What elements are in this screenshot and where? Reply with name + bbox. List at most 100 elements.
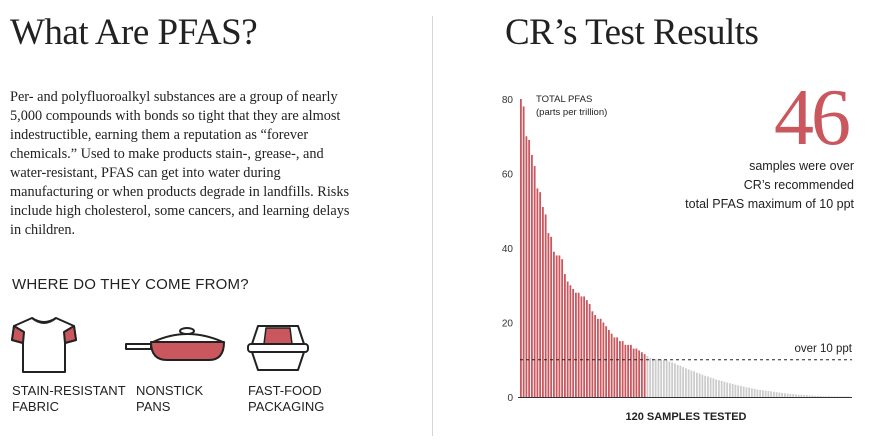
bar-under-threshold [808, 395, 811, 397]
bar-under-threshold [770, 391, 773, 397]
bar-over-threshold [577, 292, 580, 397]
bar-under-threshold [778, 392, 781, 397]
bar-under-threshold [775, 392, 778, 397]
bar-under-threshold [789, 394, 792, 397]
bar-under-threshold [795, 394, 797, 397]
bar-over-threshold [542, 207, 544, 397]
bar-over-threshold [561, 259, 564, 397]
bar-under-threshold [797, 394, 800, 397]
bar-over-threshold [591, 311, 594, 397]
food-container-icon [247, 325, 309, 371]
bar-under-threshold [786, 393, 789, 397]
bar-over-threshold [616, 337, 619, 397]
bar-under-threshold [665, 360, 668, 397]
bar-over-threshold [533, 166, 536, 397]
y-tick-label: 0 [507, 393, 513, 404]
bar-under-threshold [734, 384, 737, 397]
bar-over-threshold [564, 274, 566, 397]
bar-under-threshold [671, 362, 674, 397]
bar-under-threshold [707, 376, 709, 397]
bar-under-threshold [830, 396, 833, 397]
bar-over-threshold [635, 348, 638, 397]
bar-under-threshold [833, 396, 836, 397]
bar-over-threshold [638, 350, 641, 397]
bar-under-threshold [701, 374, 704, 397]
bar-under-threshold [657, 359, 660, 397]
bar-under-threshold [817, 395, 819, 397]
source-packaging: FAST-FOOD PACKAGING [248, 383, 324, 415]
bar-under-threshold [740, 385, 742, 397]
bar-under-threshold [825, 396, 828, 397]
bar-under-threshold [693, 371, 696, 397]
pan-icon [125, 327, 225, 361]
bar-under-threshold [698, 373, 701, 397]
bar-under-threshold [737, 385, 740, 397]
bar-over-threshold [594, 315, 597, 397]
source-packaging-line1: FAST-FOOD [248, 383, 322, 398]
bar-under-threshold [836, 396, 839, 397]
bar-over-threshold [586, 300, 588, 397]
bar-under-threshold [839, 396, 841, 397]
bar-under-threshold [704, 375, 707, 397]
bar-over-threshold [536, 188, 539, 397]
bar-under-threshold [764, 390, 767, 397]
bar-under-threshold [712, 378, 715, 398]
bar-under-threshold [715, 379, 718, 397]
callout-line-3: total PFAS maximum of 10 ppt [685, 197, 854, 211]
bar-under-threshold [822, 396, 825, 397]
callout-line-1: samples were over [749, 159, 854, 173]
bar-under-threshold [781, 392, 784, 397]
chart-title: TOTAL PFAS [536, 94, 592, 105]
bar-under-threshold [679, 365, 682, 397]
y-tick-label: 60 [502, 170, 514, 181]
bar-under-threshold [723, 381, 726, 397]
bar-under-threshold [819, 395, 822, 397]
bar-over-threshold [597, 318, 599, 397]
y-tick-label: 20 [502, 319, 514, 330]
bar-over-threshold [619, 341, 621, 398]
bar-over-threshold [569, 285, 572, 397]
tshirt-icon [11, 317, 77, 373]
bar-over-threshold [520, 99, 522, 397]
bar-under-threshold [748, 387, 751, 397]
threshold-label: over 10 ppt [794, 343, 852, 355]
bar-under-threshold [649, 357, 652, 397]
bar-under-threshold [690, 370, 693, 397]
bar-under-threshold [709, 377, 712, 397]
bar-under-threshold [660, 359, 663, 397]
bar-under-threshold [756, 389, 759, 397]
bar-under-threshold [844, 396, 847, 397]
bar-under-threshold [759, 389, 762, 397]
bar-under-threshold [674, 363, 676, 397]
panel-divider [432, 16, 433, 436]
bar-under-threshold [762, 390, 764, 397]
bar-under-threshold [720, 380, 723, 397]
callout-line-2: CR’s recommended [743, 178, 854, 192]
bar-under-threshold [654, 359, 657, 397]
bar-over-threshold [624, 344, 627, 397]
source-fabric-line1: STAIN-RESISTANT [12, 383, 126, 398]
bar-over-threshold [583, 296, 586, 397]
bar-over-threshold [643, 354, 646, 397]
bar-under-threshold [652, 358, 654, 397]
y-tick-label: 80 [502, 95, 514, 106]
bar-over-threshold [613, 337, 616, 397]
bar-over-threshold [627, 344, 630, 397]
bar-under-threshold [841, 396, 844, 397]
bar-over-threshold [531, 154, 533, 398]
bar-over-threshold [544, 214, 547, 397]
source-pans: NONSTICK PANS [136, 383, 203, 415]
bar-over-threshold [599, 318, 602, 397]
bar-under-threshold [753, 388, 756, 397]
bar-over-threshold [522, 106, 525, 397]
bar-under-threshold [718, 380, 720, 397]
bar-over-threshold [566, 281, 569, 397]
bar-under-threshold [742, 386, 745, 397]
bar-under-threshold [676, 364, 679, 397]
source-pans-line2: PANS [136, 399, 171, 414]
bar-over-threshold [608, 329, 610, 397]
x-axis-label: 120 SAMPLES TESTED [625, 411, 746, 423]
bar-over-threshold [555, 255, 558, 397]
bar-over-threshold [558, 255, 561, 397]
